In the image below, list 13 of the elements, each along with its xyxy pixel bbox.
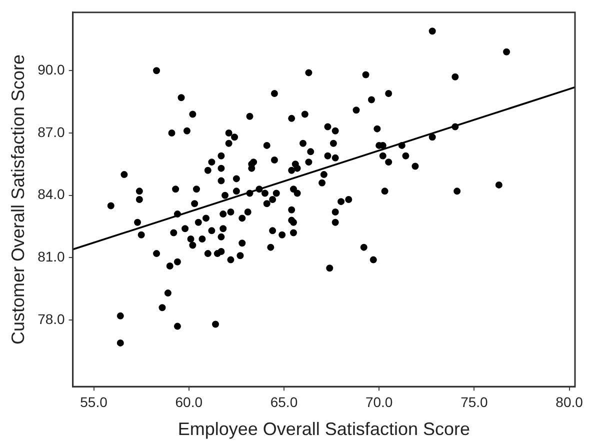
x-tick-label: 65.0	[270, 394, 298, 410]
x-tick-label: 55.0	[80, 394, 108, 410]
y-tick-label: 78.0	[38, 310, 66, 327]
x-tick-label: 80.0	[556, 394, 584, 410]
x-axis-title: Employee Overall Satisfaction Score	[178, 419, 470, 440]
y-tick-label: 87.0	[38, 124, 66, 140]
x-tick-label: 70.0	[365, 394, 393, 410]
y-tick-label: 90.0	[38, 61, 66, 78]
x-tick-label: 60.0	[175, 394, 203, 410]
y-tick-label: 84.0	[38, 186, 66, 202]
y-axis-title: Customer Overall Satisfaction Score	[8, 54, 28, 345]
x-tick-label: 75.0	[460, 394, 488, 410]
y-tick-label: 81.0	[38, 248, 66, 265]
